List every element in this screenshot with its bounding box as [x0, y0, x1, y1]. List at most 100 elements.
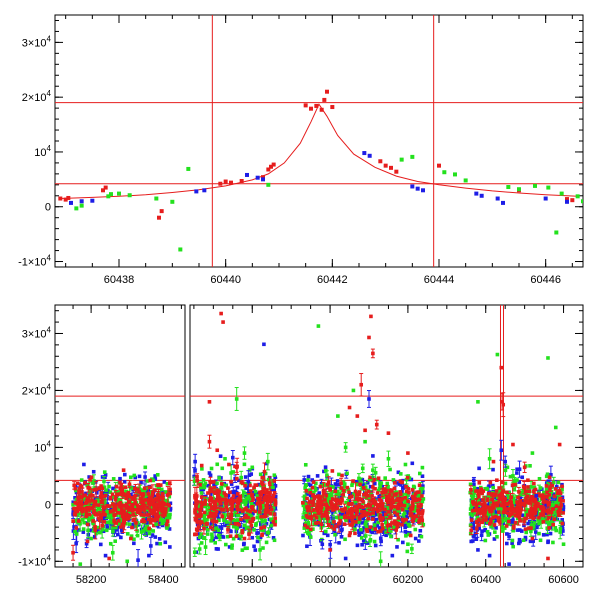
baseline-point-red	[233, 522, 238, 526]
baseline-point-red	[121, 492, 125, 497]
baseline-point-green	[234, 525, 239, 530]
data-point-red	[314, 103, 319, 108]
data-point-red	[266, 167, 271, 172]
baseline-point-blue	[520, 475, 525, 480]
baseline-point-red	[259, 526, 263, 530]
baseline-point-red	[118, 492, 122, 497]
baseline-point-green	[505, 492, 510, 497]
baseline-point-red	[388, 500, 392, 505]
baseline-point-green	[323, 529, 328, 534]
baseline-point-red	[235, 476, 239, 481]
baseline-point-red	[263, 498, 267, 503]
baseline-point-green	[302, 511, 307, 515]
baseline-point-red	[157, 503, 162, 508]
baseline-point-green	[510, 538, 515, 543]
baseline-point-blue	[374, 517, 379, 522]
baseline-point-red	[334, 524, 338, 528]
baseline-point-green	[197, 547, 202, 551]
baseline-point-blue	[77, 528, 81, 532]
baseline-point-red	[324, 493, 328, 498]
baseline-point-red	[235, 500, 240, 505]
baseline-point-red	[405, 475, 410, 480]
baseline-point-red	[242, 507, 247, 512]
baseline-point-green	[211, 516, 215, 521]
baseline-point-red	[262, 486, 267, 491]
y-tick-label: -1×104	[18, 254, 51, 269]
baseline-point-green	[107, 520, 112, 524]
baseline-point-blue	[105, 502, 110, 506]
baseline-point-green	[404, 534, 408, 538]
baseline-point-green	[544, 474, 549, 479]
baseline-point-green	[107, 515, 112, 519]
baseline-point-green	[396, 537, 400, 542]
baseline-point-red	[85, 522, 90, 527]
baseline-point-red	[202, 510, 207, 515]
data-point-green	[546, 185, 551, 190]
baseline-point-red	[129, 505, 134, 510]
baseline-point-green	[200, 467, 204, 471]
baseline-point-green	[357, 520, 361, 524]
baseline-point-red	[238, 496, 242, 501]
baseline-point-green	[538, 486, 543, 490]
data-point-green	[78, 562, 83, 566]
baseline-point-blue	[329, 522, 333, 526]
baseline-point-green	[110, 495, 115, 500]
baseline-point-red	[193, 508, 197, 513]
baseline-point-red	[130, 495, 134, 500]
baseline-point-green	[132, 473, 137, 478]
baseline-point-green	[91, 481, 95, 485]
baseline-point-green	[240, 493, 245, 498]
baseline-point-green	[145, 485, 149, 490]
baseline-point-blue	[193, 459, 197, 464]
baseline-point-blue	[322, 469, 326, 474]
baseline-point-red	[264, 506, 269, 511]
baseline-point-green	[246, 494, 251, 499]
baseline-point-green	[519, 492, 523, 497]
baseline-point-blue	[535, 525, 539, 530]
baseline-point-blue	[249, 472, 254, 476]
baseline-point-red	[114, 521, 118, 525]
baseline-point-green	[129, 534, 134, 538]
baseline-point-red	[257, 510, 262, 514]
baseline-point-green	[165, 515, 170, 519]
baseline-point-green	[128, 510, 132, 515]
baseline-point-red	[80, 509, 85, 514]
baseline-point-red	[77, 490, 81, 494]
baseline-point-green	[547, 522, 552, 526]
baseline-point-green	[363, 522, 368, 527]
baseline-point-green	[524, 508, 528, 512]
baseline-point-green	[389, 529, 393, 533]
baseline-point-green	[326, 497, 331, 502]
baseline-point-green	[199, 485, 203, 490]
baseline-point-green	[469, 493, 474, 498]
baseline-point-red	[85, 496, 90, 500]
baseline-point-red	[261, 490, 266, 495]
baseline-point-red	[354, 512, 359, 517]
baseline-point-green	[205, 512, 210, 517]
baseline-point-red	[240, 529, 245, 533]
x-tick-label: 60442	[317, 274, 348, 286]
baseline-point-red	[229, 512, 234, 517]
zoom-panel: 60438 60440 60442 60444 60446 -1×104 0 104 2×104…	[18, 14, 584, 286]
baseline-point-red	[138, 496, 143, 500]
baseline-point-blue	[226, 493, 231, 498]
baseline-point-blue	[157, 522, 161, 527]
baseline-point-red	[115, 492, 119, 497]
baseline-point-red	[368, 512, 372, 516]
baseline-point-green	[330, 490, 334, 494]
baseline-point-red	[72, 483, 76, 488]
baseline-point-blue	[251, 511, 255, 516]
data-point-red	[437, 163, 441, 168]
baseline-point-blue	[95, 491, 99, 495]
baseline-point-green	[263, 518, 267, 523]
baseline-point-blue	[477, 505, 481, 510]
baseline-point-blue	[305, 544, 309, 549]
baseline-point-red	[113, 512, 117, 517]
baseline-point-green	[413, 527, 418, 532]
baseline-point-blue	[252, 502, 257, 506]
data-point-green	[154, 522, 158, 527]
baseline-point-red	[210, 512, 215, 516]
baseline-point-red	[400, 503, 404, 508]
baseline-point-green	[389, 534, 393, 539]
baseline-point-blue	[157, 537, 162, 541]
